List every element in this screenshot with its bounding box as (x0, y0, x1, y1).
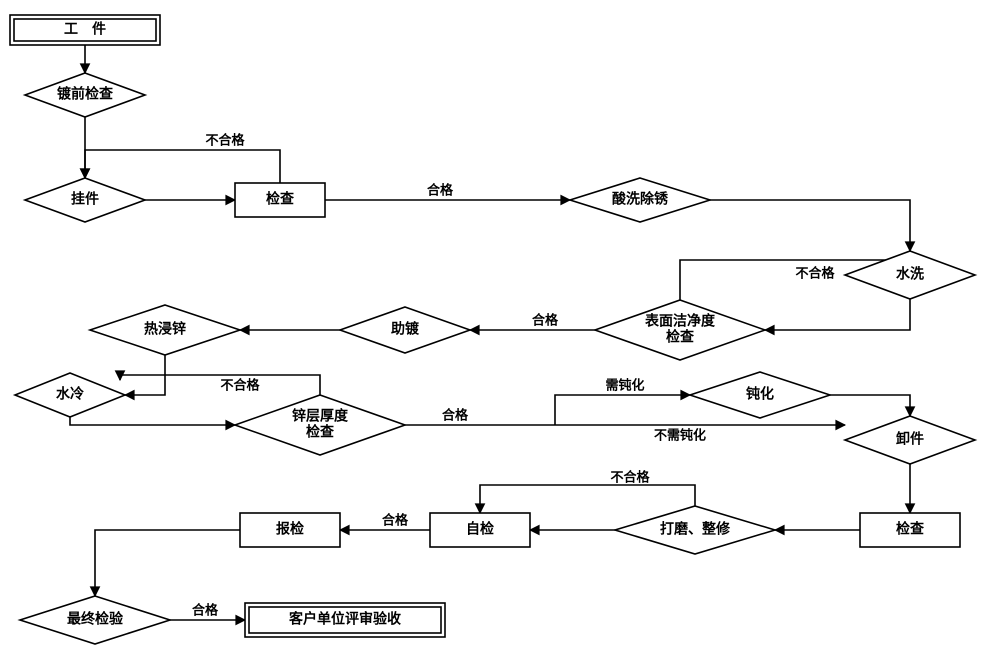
node-label-workpiece: 工 件 (64, 21, 106, 38)
node-label-check1: 检查 (266, 191, 295, 208)
edge-12: 不合格 (120, 375, 320, 395)
edge-label: 不合格 (795, 266, 835, 281)
node-label-zinc_thick: 检查 (306, 424, 335, 441)
node-water_cool: 水冷 (15, 373, 125, 417)
edge-label: 合格 (532, 313, 559, 328)
node-hot_dip: 热浸锌 (90, 305, 240, 355)
edge-18: 不合格 (480, 470, 695, 514)
node-label-water_wash: 水洗 (896, 266, 924, 283)
edge-21: 合格 (170, 603, 245, 621)
node-label-hanging: 挂件 (71, 191, 99, 208)
edge-5 (710, 200, 910, 251)
edge-label: 不需钝化 (654, 428, 706, 443)
edge-label: 合格 (427, 183, 454, 198)
edge-label: 不合格 (610, 470, 650, 485)
node-passivation: 钝化 (690, 372, 830, 418)
node-label-report: 报检 (276, 521, 304, 538)
edge-7: 合格 (470, 313, 595, 331)
node-workpiece: 工 件 (10, 15, 160, 45)
node-label-self_check: 自检 (466, 521, 494, 538)
edge-11 (70, 417, 235, 425)
node-label-hot_dip: 热浸锌 (144, 321, 186, 338)
node-customer_accept: 客户单位评审验收 (245, 603, 445, 637)
node-check2: 检查 (860, 513, 960, 547)
node-fluxing: 助镀 (340, 307, 470, 353)
node-report: 报检 (240, 513, 340, 547)
edge-4: 合格 (325, 183, 570, 201)
node-label-unload: 卸件 (896, 431, 924, 448)
node-final_check: 最终检验 (20, 596, 170, 644)
edge-label: 不合格 (220, 378, 260, 393)
node-unload: 卸件 (845, 416, 975, 464)
node-label-zinc_thick: 锌层厚度 (292, 408, 349, 425)
node-label-water_cool: 水冷 (56, 386, 84, 403)
node-label-final_check: 最终检验 (67, 611, 124, 628)
node-pickling: 酸洗除锈 (570, 178, 710, 222)
node-hanging: 挂件 (25, 178, 145, 222)
edge-label: 合格 (382, 513, 409, 528)
edge-label: 需钝化 (605, 378, 644, 393)
edge-20 (95, 530, 240, 596)
node-zinc_thick: 锌层厚度检查 (235, 395, 405, 455)
edge-3: 不合格 (85, 133, 280, 184)
node-water_wash: 水洗 (845, 251, 975, 299)
node-label-surface_clean: 表面洁净度 (644, 313, 716, 330)
node-check1: 检查 (235, 183, 325, 217)
node-self_check: 自检 (430, 513, 530, 547)
node-label-polish: 打磨、整修 (660, 521, 731, 538)
node-polish: 打磨、整修 (615, 506, 775, 554)
node-label-preplate_check: 镀前检查 (57, 86, 114, 103)
edge-19: 合格 (340, 513, 430, 531)
node-label-customer_accept: 客户单位评审验收 (288, 611, 402, 628)
node-label-surface_clean: 检查 (666, 329, 695, 346)
node-preplate_check: 镀前检查 (25, 73, 145, 117)
edge-14 (830, 395, 910, 416)
edge-label: 合格 (442, 408, 469, 423)
node-label-check2: 检查 (896, 521, 925, 538)
node-surface_clean: 表面洁净度检查 (595, 300, 765, 360)
node-label-pickling: 酸洗除锈 (612, 191, 669, 208)
node-label-passivation: 钝化 (746, 386, 774, 403)
edge-label: 不合格 (205, 133, 245, 148)
flowchart-canvas: 不合格合格不合格合格不合格合格不需钝化需钝化不合格合格合格 工 件镀前检查挂件检… (0, 0, 1000, 667)
edge-label: 合格 (192, 603, 219, 618)
node-label-fluxing: 助镀 (391, 321, 420, 338)
